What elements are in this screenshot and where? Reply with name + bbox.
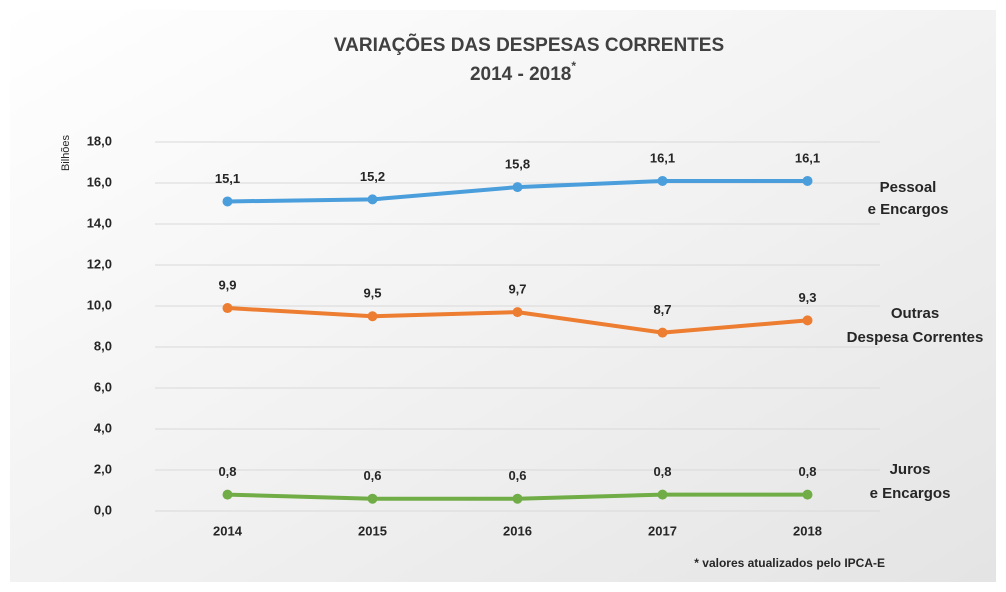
x-tick-label: 2014 bbox=[213, 523, 243, 538]
data-label: 15,2 bbox=[360, 169, 385, 184]
y-tick-label: 6,0 bbox=[94, 379, 112, 394]
data-label: 0,6 bbox=[363, 468, 381, 483]
data-point bbox=[657, 327, 668, 338]
data-label: 16,1 bbox=[650, 150, 675, 165]
data-label: 0,8 bbox=[798, 464, 816, 479]
data-label: 0,6 bbox=[508, 468, 526, 483]
chart-subtitle: 2014 - 2018* bbox=[470, 59, 576, 85]
data-point bbox=[657, 175, 668, 186]
y-tick-label: 8,0 bbox=[94, 338, 112, 353]
x-tick-label: 2017 bbox=[648, 523, 677, 538]
y-tick-label: 12,0 bbox=[87, 256, 112, 271]
series-name: Pessoal bbox=[880, 179, 937, 196]
y-tick-label: 10,0 bbox=[87, 297, 112, 312]
series-name: e Encargos bbox=[870, 485, 951, 502]
data-point bbox=[367, 493, 378, 504]
y-tick-label: 18,0 bbox=[87, 133, 112, 148]
data-label: 0,8 bbox=[218, 464, 236, 479]
data-label: 9,9 bbox=[218, 277, 236, 292]
data-point bbox=[222, 303, 233, 314]
x-tick-label: 2016 bbox=[503, 523, 532, 538]
data-point bbox=[367, 311, 378, 322]
x-tick-label: 2018 bbox=[793, 523, 822, 538]
y-tick-label: 14,0 bbox=[87, 215, 112, 230]
data-point bbox=[367, 194, 378, 205]
series-name: Juros bbox=[890, 461, 931, 478]
series-name: Outras bbox=[891, 305, 939, 322]
data-point bbox=[512, 493, 523, 504]
chart-background bbox=[10, 10, 996, 582]
subtitle-text: 2014 - 2018 bbox=[470, 64, 571, 85]
subtitle-marker: * bbox=[571, 59, 576, 73]
data-point bbox=[512, 182, 523, 193]
y-tick-label: 16,0 bbox=[87, 174, 112, 189]
data-label: 8,7 bbox=[653, 302, 671, 317]
data-point bbox=[657, 489, 668, 500]
y-tick-label: 4,0 bbox=[94, 420, 112, 435]
data-label: 15,8 bbox=[505, 157, 530, 172]
data-label: 15,1 bbox=[215, 171, 240, 186]
data-point bbox=[222, 489, 233, 500]
y-axis-label: Bilhões bbox=[60, 134, 72, 171]
series-name: e Encargos bbox=[868, 201, 949, 218]
data-label: 9,7 bbox=[508, 282, 526, 297]
data-label: 9,5 bbox=[363, 286, 381, 301]
y-tick-label: 2,0 bbox=[94, 461, 112, 476]
data-label: 0,8 bbox=[653, 464, 671, 479]
footnote: * valores atualizados pelo IPCA-E bbox=[694, 556, 885, 570]
data-point bbox=[802, 315, 813, 326]
chart-title: VARIAÇÕES DAS DESPESAS CORRENTES bbox=[334, 34, 724, 56]
data-point bbox=[802, 175, 813, 186]
data-point bbox=[222, 196, 233, 207]
series-name: Despesa Correntes bbox=[847, 329, 984, 346]
data-point bbox=[512, 307, 523, 318]
x-tick-label: 2015 bbox=[358, 523, 387, 538]
y-tick-label: 0,0 bbox=[94, 502, 112, 517]
data-point bbox=[802, 489, 813, 500]
data-label: 16,1 bbox=[795, 150, 820, 165]
data-label: 9,3 bbox=[798, 290, 816, 305]
